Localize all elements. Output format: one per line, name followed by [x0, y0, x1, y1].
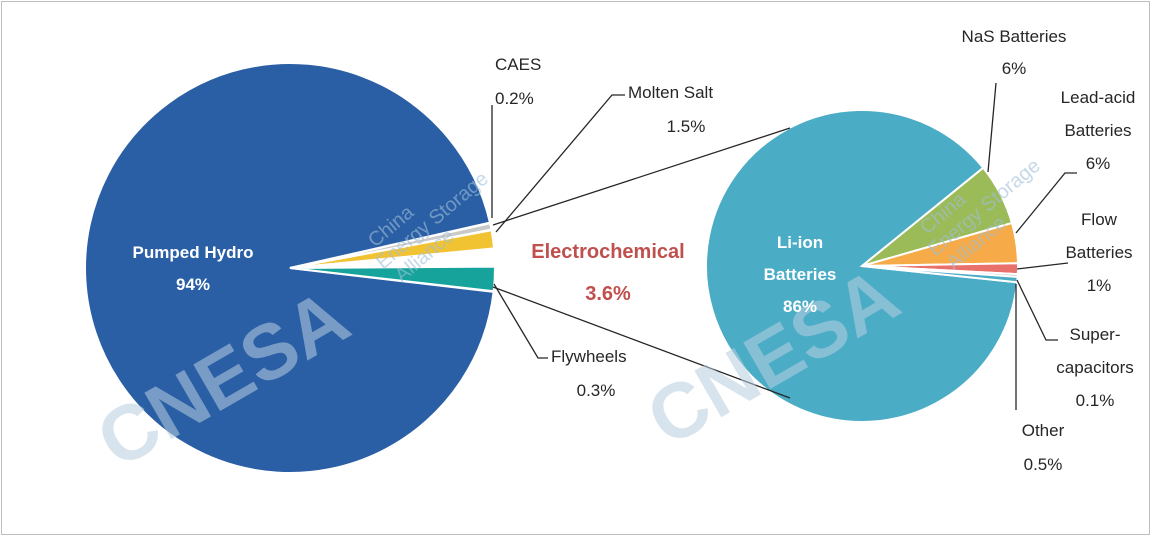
leadacid-value: 6% — [1086, 154, 1111, 173]
molten-salt-value: 1.5% — [667, 117, 706, 136]
main-pie — [84, 62, 496, 474]
supercap-label-line2: capacitors — [1056, 358, 1133, 377]
flywheels-slice — [289, 265, 496, 293]
flow-label-line2: Batteries — [1065, 243, 1132, 262]
flywheels-leader — [493, 283, 548, 359]
electrochemical-value: 3.6% — [585, 283, 631, 305]
liion-label-line1: Li-ion — [777, 233, 823, 252]
electrochemical-pie — [705, 109, 1020, 423]
liion-label-line2: Batteries — [764, 265, 837, 284]
other-label: Other — [1022, 421, 1065, 440]
caes-label: CAES — [495, 55, 541, 74]
leadacid-label-line1: Lead-acid — [1061, 88, 1136, 107]
pumped-hydro-label: Pumped Hydro — [133, 243, 254, 262]
pumped-hydro-slice — [84, 62, 495, 474]
pumped-hydro-value: 94% — [176, 275, 210, 294]
other-value: 0.5% — [1024, 455, 1063, 474]
supercap-value: 0.1% — [1076, 391, 1115, 410]
liion-value: 86% — [783, 297, 817, 316]
flywheels-label: Flywheels — [551, 347, 627, 366]
molten-salt-leader — [495, 94, 625, 233]
caes-value: 0.2% — [495, 89, 534, 108]
connector-top-line — [492, 127, 791, 226]
electrochemical-label: Electrochemical — [531, 241, 684, 263]
leadacid-leader — [1015, 172, 1077, 234]
flywheels-value: 0.3% — [577, 381, 616, 400]
nas-value: 6% — [1002, 59, 1027, 78]
flow-value: 1% — [1087, 276, 1112, 295]
flow-leader — [1016, 262, 1069, 270]
molten-salt-label: Molten Salt — [628, 83, 713, 102]
leadacid-label-line2: Batteries — [1064, 121, 1131, 140]
supercap-label-line1: Super- — [1069, 325, 1120, 344]
liion-slice — [705, 109, 1019, 423]
flow-label-line1: Flow — [1081, 210, 1118, 229]
nas-leader — [987, 82, 997, 173]
supercap-leader — [1016, 279, 1058, 341]
nas-label: NaS Batteries — [962, 27, 1067, 46]
other-slice — [861, 265, 1019, 284]
connector-bottom-line — [492, 286, 791, 399]
